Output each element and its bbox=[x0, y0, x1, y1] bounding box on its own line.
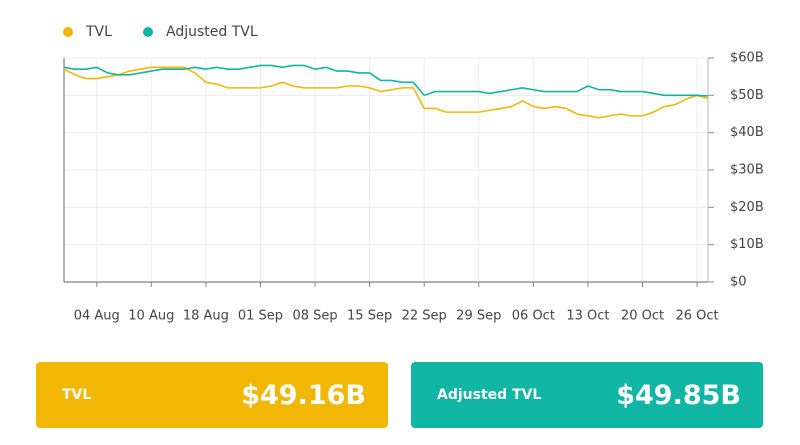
y-tick-label: $60B bbox=[730, 51, 764, 66]
x-tick-label: 06 Oct bbox=[512, 309, 555, 324]
y-tick-label: $40B bbox=[730, 125, 764, 140]
y-tick-label: $50B bbox=[730, 88, 764, 103]
legend-label: Adjusted TVL bbox=[166, 24, 258, 40]
chart: $0 $10B $20B $30B $40B $50B $60B 04 Aug 10 Aug 18… bbox=[63, 24, 764, 324]
x-tick-label: 26 Oct bbox=[676, 309, 719, 324]
y-tick-label: $0 bbox=[730, 275, 747, 290]
card-label: TVL bbox=[62, 387, 92, 403]
y-tick-label: $10B bbox=[730, 237, 764, 252]
x-tick-label: 10 Aug bbox=[128, 309, 174, 324]
series-line bbox=[63, 66, 709, 119]
x-tick-label: 20 Oct bbox=[621, 309, 664, 324]
card-value: $49.16B bbox=[241, 379, 366, 411]
adjusted-tvl-card: Adjusted TVL $49.85B bbox=[411, 362, 763, 428]
y-tick-label: $20B bbox=[730, 200, 764, 215]
x-tick-label: 22 Sep bbox=[402, 309, 447, 324]
tvl-card: TVL $49.16B bbox=[36, 362, 388, 428]
card-label: Adjusted TVL bbox=[437, 387, 542, 403]
legend-marker bbox=[63, 27, 73, 37]
x-tick-label: 01 Sep bbox=[238, 309, 283, 324]
x-tick-label: 08 Sep bbox=[292, 309, 337, 324]
x-tick-label: 15 Sep bbox=[347, 309, 392, 324]
x-tick-label: 18 Aug bbox=[183, 309, 229, 324]
x-tick-label: 13 Oct bbox=[566, 309, 609, 324]
x-tick-label: 04 Aug bbox=[74, 309, 120, 324]
series-line bbox=[63, 64, 709, 97]
y-tick-label: $30B bbox=[730, 163, 764, 178]
x-tick-label: 29 Sep bbox=[456, 309, 501, 324]
legend-marker bbox=[143, 27, 153, 37]
card-value: $49.85B bbox=[616, 379, 741, 411]
legend-label: TVL bbox=[85, 24, 112, 40]
